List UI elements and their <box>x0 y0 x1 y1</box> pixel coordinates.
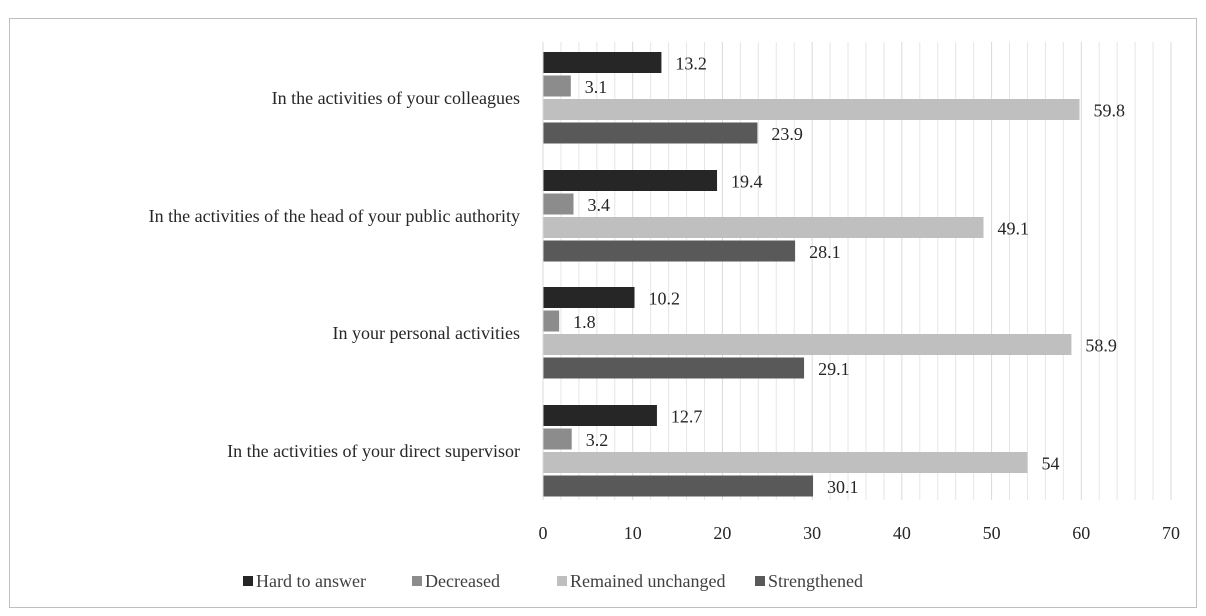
category-label: In the activities of the head of your pu… <box>149 206 520 226</box>
x-tick-label: 70 <box>1162 523 1180 543</box>
bar-remained-unchanged <box>543 99 1080 120</box>
category-label: In your personal activities <box>333 323 520 343</box>
legend-label: Decreased <box>425 571 500 591</box>
value-label: 12.7 <box>671 407 703 427</box>
bar-decreased <box>543 193 574 215</box>
bar-hard-to-answer <box>543 287 635 308</box>
bar-hard-to-answer <box>543 405 657 426</box>
legend-swatch <box>243 576 253 586</box>
legend-swatch <box>755 576 765 586</box>
value-label: 10.2 <box>649 289 681 309</box>
value-label: 19.4 <box>731 172 763 192</box>
bar-strengthened <box>543 475 814 497</box>
value-label: 3.4 <box>588 195 611 215</box>
bar-hard-to-answer <box>543 52 662 73</box>
x-tick-label: 30 <box>803 523 821 543</box>
category-label: In the activities of your direct supervi… <box>227 441 520 461</box>
value-label: 30.1 <box>827 477 859 497</box>
value-label: 13.2 <box>675 54 707 74</box>
category-label: In the activities of your colleagues <box>272 88 520 108</box>
value-label: 23.9 <box>771 124 803 144</box>
value-label: 54 <box>1041 454 1059 474</box>
value-label: 49.1 <box>997 219 1028 239</box>
value-label: 3.2 <box>586 430 609 450</box>
bar-remained-unchanged <box>543 334 1072 355</box>
bar-strengthened <box>543 240 796 262</box>
bar-remained-unchanged <box>543 217 984 238</box>
value-label: 58.9 <box>1085 336 1117 356</box>
x-tick-label: 50 <box>983 523 1001 543</box>
bar-layer <box>543 52 1080 497</box>
legend-swatch <box>557 576 567 586</box>
label-layer: 13.2 3.1 59.8 23.9 19.4 3.4 49.1 28.1 10.2 1.8 58.… <box>573 54 1125 498</box>
bar-remained-unchanged <box>543 452 1028 473</box>
x-tick-label: 20 <box>713 523 731 543</box>
bar-decreased <box>543 428 572 450</box>
value-label: 3.1 <box>585 77 608 97</box>
x-tick-label: 0 <box>539 523 548 543</box>
axis-layer: In the activities of your colleagues In t… <box>149 42 1180 543</box>
bar-decreased <box>543 75 571 97</box>
value-label: 59.8 <box>1093 101 1125 121</box>
bar-strengthened <box>543 357 805 379</box>
value-label: 29.1 <box>818 359 850 379</box>
legend: Hard to answer Decreased Remained unchange… <box>243 571 863 591</box>
x-tick-label: 10 <box>624 523 642 543</box>
value-label: 28.1 <box>809 242 841 262</box>
value-label: 1.8 <box>573 312 596 332</box>
x-tick-label: 60 <box>1072 523 1090 543</box>
bar-strengthened <box>543 122 758 144</box>
legend-label: Hard to answer <box>256 571 366 591</box>
bar-decreased <box>543 310 560 332</box>
bar-hard-to-answer <box>543 170 718 191</box>
legend-label: Remained unchanged <box>570 571 725 591</box>
legend-label: Strengthened <box>768 571 863 591</box>
legend-swatch <box>412 576 422 586</box>
x-tick-label: 40 <box>893 523 911 543</box>
